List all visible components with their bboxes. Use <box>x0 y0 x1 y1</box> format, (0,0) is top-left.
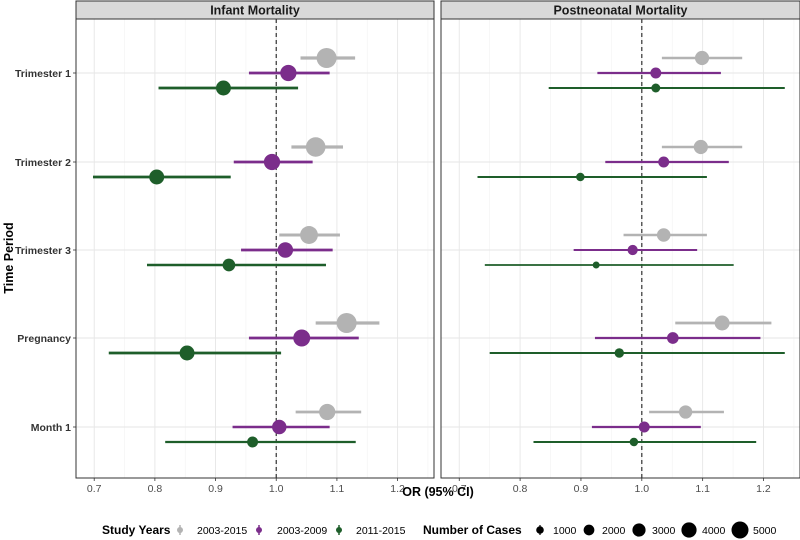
or-point <box>263 153 281 171</box>
or-point <box>627 244 638 256</box>
legend-size-key-dot <box>632 523 646 537</box>
or-point <box>179 345 195 361</box>
panel-infant-mortality: Infant Mortality <box>75 0 435 479</box>
panel-postneonatal-mortality: Postneonatal Mortality <box>440 0 800 479</box>
legend-color-key-dot <box>177 527 183 533</box>
y-tick-label: Trimester 3 <box>15 245 71 257</box>
legend-size-title: Number of Cases <box>423 523 522 537</box>
x-tick-label: 1.1 <box>695 483 710 495</box>
strip-background <box>75 0 435 20</box>
or-point <box>293 329 311 347</box>
x-tick-label: 0.9 <box>208 483 223 495</box>
or-point <box>222 258 236 272</box>
x-tick-label: 0.8 <box>513 483 528 495</box>
legend: Study Years 2003-2015 2003-2009 2011-2015 Nu… <box>102 521 777 539</box>
or-point <box>629 437 639 447</box>
or-point <box>658 156 670 168</box>
x-tick-label: 0.8 <box>148 483 163 495</box>
x-axis-tick-labels: 0.7 0.8 0.9 1.0 1.1 1.2 0.7 0.8 0.9 1.0 1.1 1.2 <box>87 478 771 495</box>
or-point <box>576 172 585 182</box>
or-point <box>300 226 318 244</box>
or-point <box>666 332 679 344</box>
legend-color-label: 2003-2015 <box>197 525 247 537</box>
or-point <box>319 403 336 421</box>
strip-background <box>440 0 800 20</box>
y-axis-tick-labels: Trimester 1 Trimester 2 Trimester 3 Pregnan… <box>15 68 76 434</box>
legend-color-key-dot <box>256 527 262 533</box>
legend-size-key-dot <box>681 522 697 538</box>
y-tick-label: Trimester 2 <box>15 157 71 169</box>
or-point <box>316 48 337 68</box>
or-point <box>714 315 730 331</box>
x-axis-title: OR (95% CI) <box>402 485 474 499</box>
or-point <box>215 80 231 96</box>
legend-color-key-dot <box>336 527 342 533</box>
x-tick-label: 1.1 <box>330 483 345 495</box>
x-tick-label: 1.2 <box>390 483 405 495</box>
legend-size-label: 4000 <box>702 525 726 537</box>
legend-size-label: 2000 <box>602 525 626 537</box>
x-tick-label: 1.0 <box>269 483 284 495</box>
x-tick-label: 0.9 <box>574 483 589 495</box>
or-point <box>280 64 297 82</box>
legend-size-label: 3000 <box>652 525 676 537</box>
or-point <box>247 436 259 448</box>
legend-color-title: Study Years <box>102 523 171 537</box>
or-point <box>336 313 357 333</box>
legend-size-key-dot <box>583 524 595 536</box>
or-point <box>149 169 165 185</box>
panel-background <box>76 19 434 478</box>
or-point <box>651 83 661 93</box>
panel-background <box>441 19 800 478</box>
y-tick-label: Month 1 <box>31 422 71 434</box>
panel-title: Infant Mortality <box>210 4 300 18</box>
panel-title: Postneonatal Mortality <box>553 4 687 18</box>
or-point <box>592 261 600 269</box>
y-axis-title: Time Period <box>2 222 16 293</box>
x-tick-label: 1.2 <box>756 483 771 495</box>
legend-size-label: 1000 <box>553 525 577 537</box>
or-point <box>638 421 650 433</box>
or-point <box>305 137 326 157</box>
legend-size-label: 5000 <box>753 525 777 537</box>
or-point <box>656 228 671 242</box>
legend-size-key-dot <box>731 521 749 539</box>
x-tick-label: 0.7 <box>87 483 102 495</box>
y-tick-label: Trimester 1 <box>15 68 71 80</box>
or-point <box>277 242 294 258</box>
or-point <box>694 50 710 66</box>
legend-color-label: 2011-2015 <box>356 525 406 537</box>
y-tick-label: Pregnancy <box>17 333 71 345</box>
or-point <box>650 67 662 79</box>
or-point <box>678 405 693 419</box>
or-point <box>614 348 624 358</box>
or-point <box>693 139 708 155</box>
x-tick-label: 0.7 <box>452 483 467 495</box>
legend-color-label: 2003-2009 <box>277 525 327 537</box>
x-tick-label: 1.0 <box>634 483 649 495</box>
or-point <box>272 419 287 435</box>
